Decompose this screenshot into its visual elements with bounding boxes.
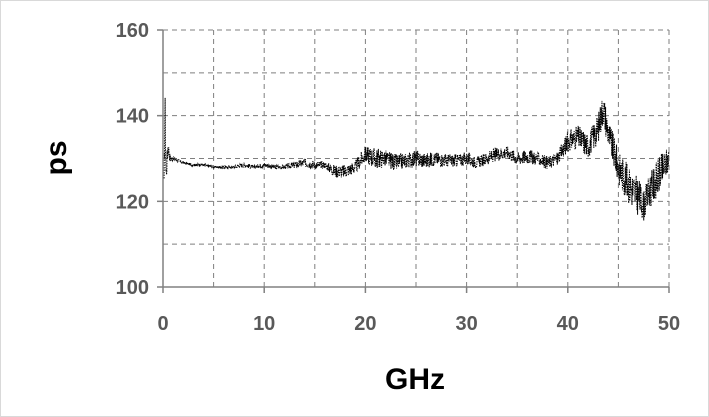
x-tick-label: 10 [253,313,275,335]
y-tick-label: 100 [116,277,149,299]
x-tick-label: 50 [658,313,680,335]
x-axis-label: GHz [385,363,445,396]
y-tick-labels: 100 120 140 160 [116,20,149,299]
series-group [163,97,670,221]
axes [157,29,670,293]
x-tick-labels: 0 10 20 30 40 50 [157,313,680,335]
x-tick-label: 0 [157,313,168,335]
x-tick-label: 30 [455,313,477,335]
x-tick-label: 40 [557,313,579,335]
data-series-line [163,97,670,221]
y-axis-label: ps [40,140,73,175]
y-tick-label: 160 [116,20,149,42]
y-tick-label: 140 [116,106,149,128]
y-tick-label: 120 [116,191,149,213]
x-tick-label: 20 [354,313,376,335]
grid-lines [163,30,669,287]
